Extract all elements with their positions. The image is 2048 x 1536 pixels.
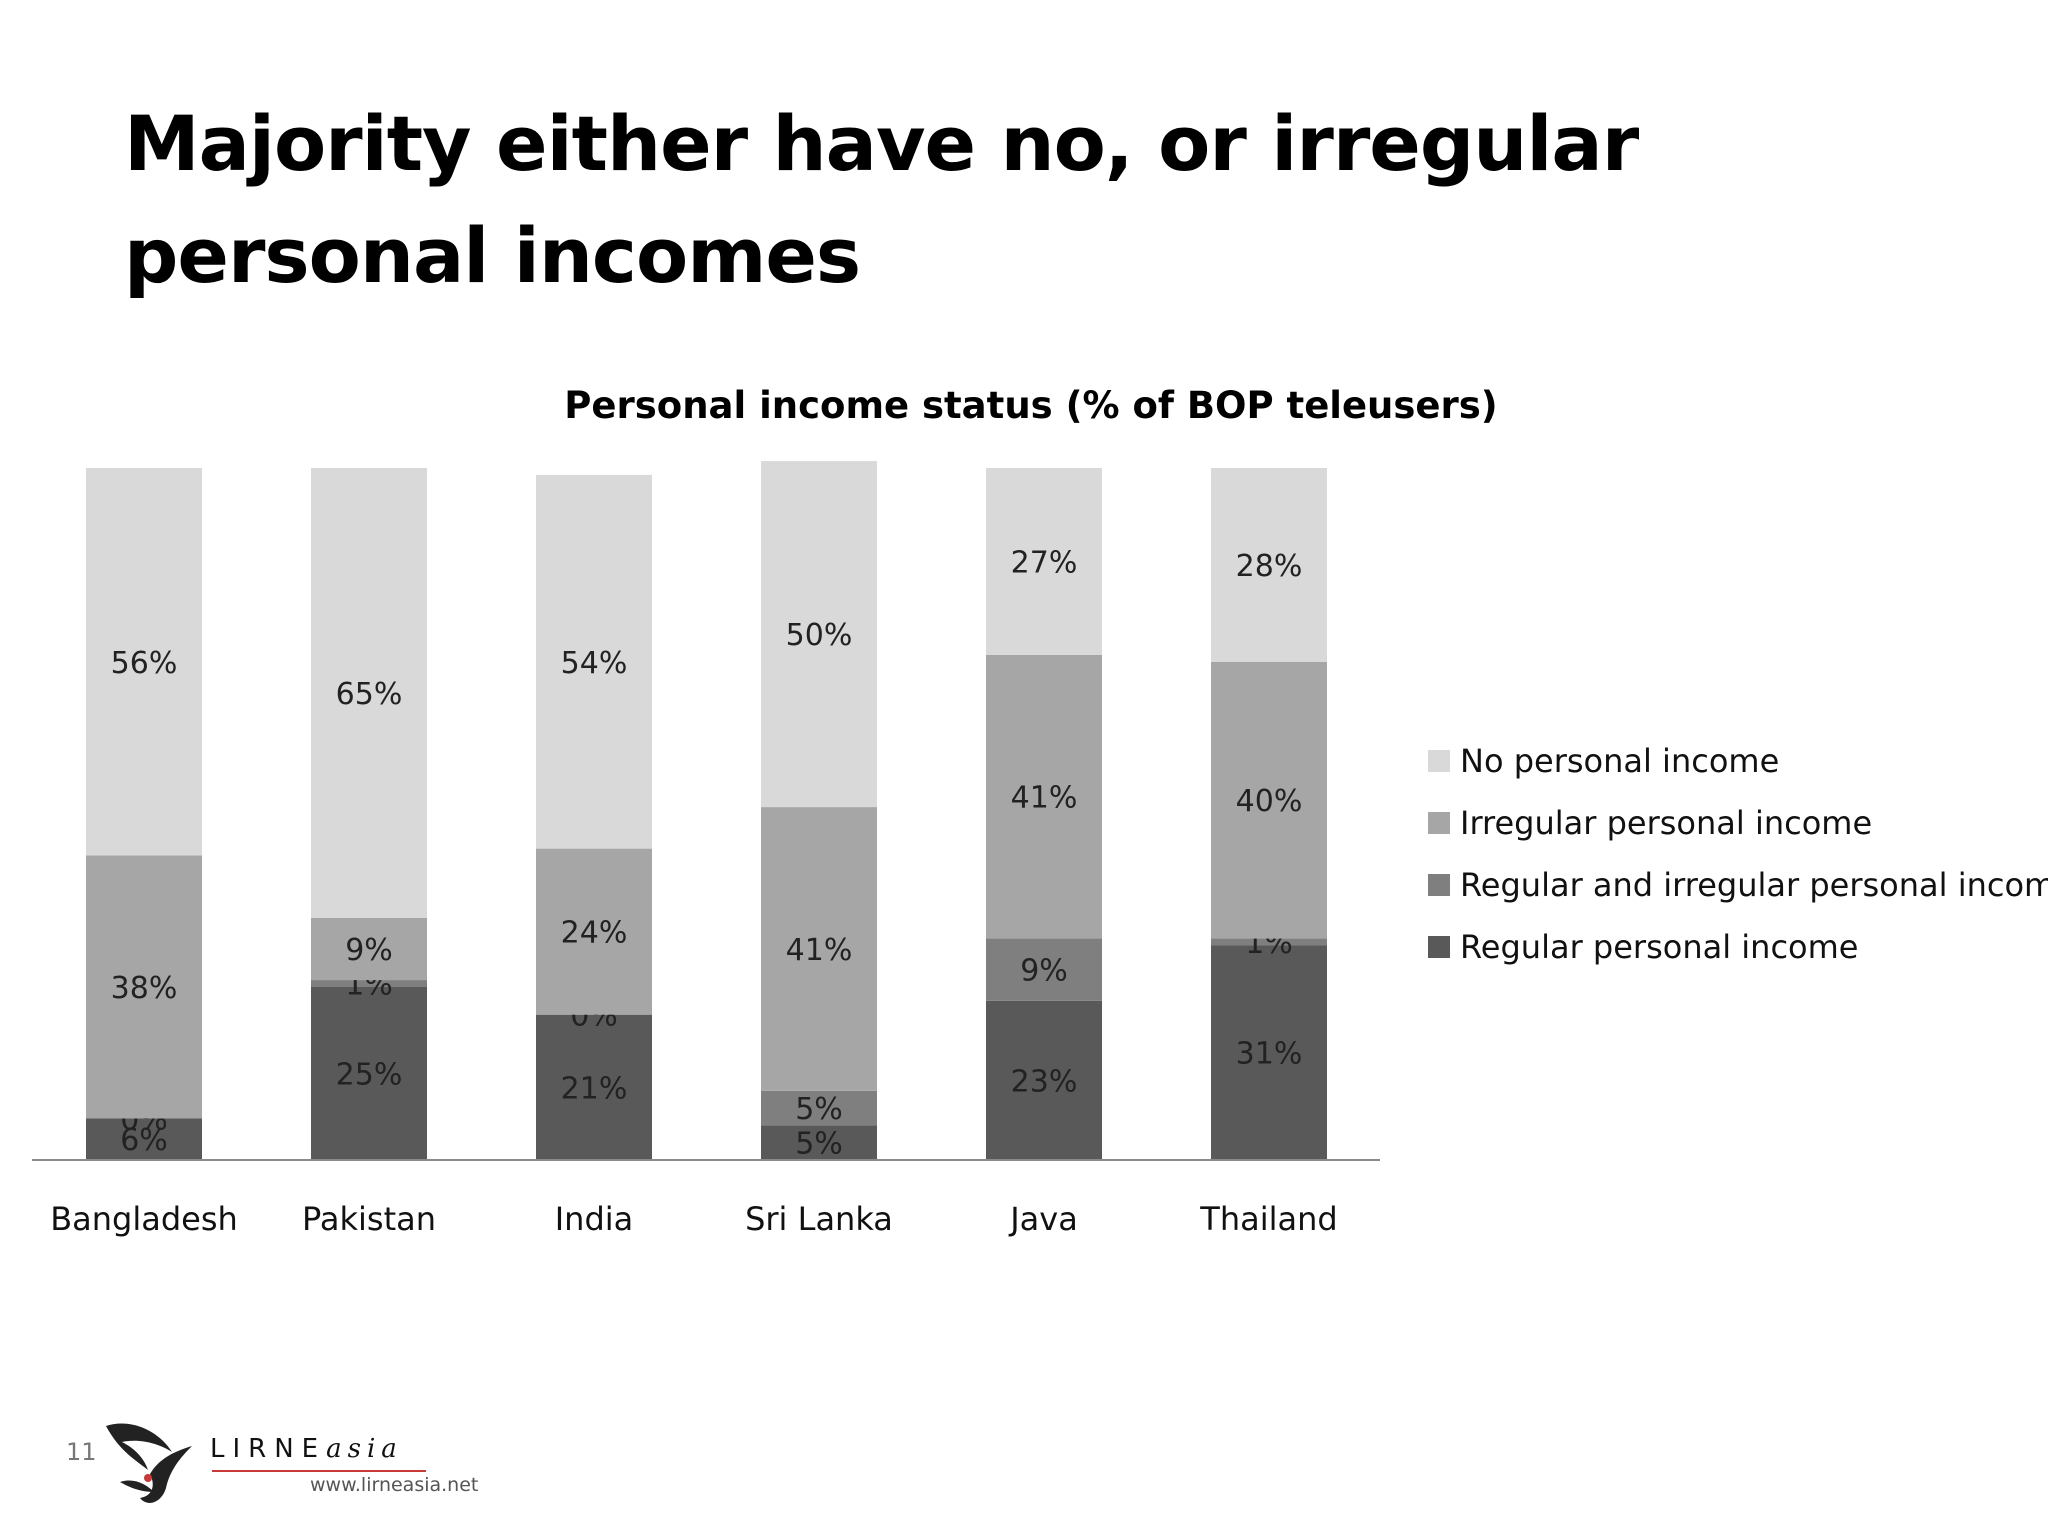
data-label: 41%: [1011, 781, 1078, 816]
data-label: 27%: [1011, 545, 1078, 580]
data-label: 40%: [1236, 784, 1303, 819]
bar-bangladesh-no-personal-income: [86, 468, 202, 856]
bar-thailand-regular-and-irregular-personal-income: [1211, 938, 1327, 946]
bar-sri-lanka-irregular-personal-income: [761, 807, 877, 1091]
legend: No personal income Irregular personal inc…: [1428, 742, 2048, 966]
bar-thailand-regular-personal-income: [1211, 945, 1327, 1160]
data-label: 5%: [795, 1092, 843, 1127]
data-label: 6%: [120, 1123, 168, 1158]
logo-name-main: LIRNE: [210, 1434, 327, 1464]
data-label: 41%: [786, 933, 853, 968]
data-label: 56%: [111, 646, 178, 681]
bar-sri-lanka-no-personal-income: [761, 461, 877, 808]
bar-india-irregular-personal-income: [536, 848, 652, 1015]
data-label: 50%: [786, 618, 853, 653]
bar-thailand-irregular-personal-income: [1211, 661, 1327, 939]
data-label: 25%: [336, 1058, 403, 1093]
bar-pakistan-no-personal-income: [311, 468, 427, 918]
chart-title: Personal income status (% of BOP teleuse…: [564, 384, 1497, 427]
footer: 11 LIRNEasia www.lirneasia.net: [66, 1412, 478, 1512]
data-label: 23%: [1011, 1064, 1078, 1099]
legend-label: Regular and irregular personal income: [1460, 866, 2048, 904]
data-label: 38%: [111, 971, 178, 1006]
stacked-bar-chart: Personal income status (% of BOP teleuse…: [32, 384, 2048, 1238]
bar-thailand-no-personal-income: [1211, 468, 1327, 662]
bar-pakistan-regular-and-irregular-personal-income: [311, 980, 427, 987]
data-label: 31%: [1236, 1037, 1303, 1072]
logo-name-suffix: asia: [326, 1434, 403, 1464]
bar-bangladesh-regular-personal-income: [86, 1118, 202, 1160]
data-label: 5%: [795, 1127, 843, 1162]
data-label: 9%: [1020, 954, 1068, 989]
category-labels: Bangladesh Pakistan India Sri Lanka Java Thai…: [50, 1200, 1338, 1238]
bar-bangladesh-irregular-personal-income: [86, 855, 202, 1119]
category-label: Thailand: [1199, 1200, 1337, 1238]
data-label: 9%: [345, 933, 393, 968]
logo-rule: [212, 1470, 426, 1472]
legend-swatch: [1428, 874, 1450, 896]
bar-java-regular-personal-income: [986, 1000, 1102, 1160]
bar-pakistan-regular-personal-income: [311, 987, 427, 1160]
bar-sri-lanka-regular-and-irregular-personal-income: [761, 1090, 877, 1126]
bar-java-regular-and-irregular-personal-income: [986, 938, 1102, 1001]
bird-logo-icon: [106, 1423, 192, 1503]
category-label: Pakistan: [302, 1200, 436, 1238]
category-label: India: [555, 1200, 634, 1238]
page-number: 11: [66, 1438, 97, 1466]
legend-swatch: [1428, 750, 1450, 772]
lirneasia-logo: LIRNEasia www.lirneasia.net: [100, 1412, 478, 1512]
legend-label: Irregular personal income: [1460, 804, 1872, 842]
data-label: 24%: [561, 916, 628, 951]
data-label: 21%: [561, 1071, 628, 1106]
data-label: 28%: [1236, 549, 1303, 584]
bar-pakistan-irregular-personal-income: [311, 917, 427, 981]
bar-india-regular-personal-income: [536, 1014, 652, 1160]
legend-swatch: [1428, 936, 1450, 958]
legend-swatch: [1428, 812, 1450, 834]
bar-java-irregular-personal-income: [986, 654, 1102, 939]
data-label: 65%: [336, 677, 403, 712]
category-label: Sri Lanka: [745, 1200, 893, 1238]
bars-group: 6%0%38%56%25%1%9%65%21%0%24%54%5%5%41%50…: [86, 461, 1327, 1162]
logo-url: www.lirneasia.net: [310, 1474, 479, 1496]
bar-sri-lanka-regular-personal-income: [761, 1125, 877, 1160]
legend-label: No personal income: [1460, 742, 1779, 780]
bar-india-no-personal-income: [536, 474, 652, 849]
category-label: Java: [1008, 1200, 1078, 1238]
bar-java-no-personal-income: [986, 468, 1102, 655]
logo-wordmark: LIRNEasia: [210, 1434, 403, 1464]
slide-title: Majority either have no, or irregular pe…: [124, 99, 1639, 300]
category-label: Bangladesh: [50, 1200, 238, 1238]
data-label: 54%: [561, 646, 628, 681]
legend-label: Regular personal income: [1460, 928, 1858, 966]
